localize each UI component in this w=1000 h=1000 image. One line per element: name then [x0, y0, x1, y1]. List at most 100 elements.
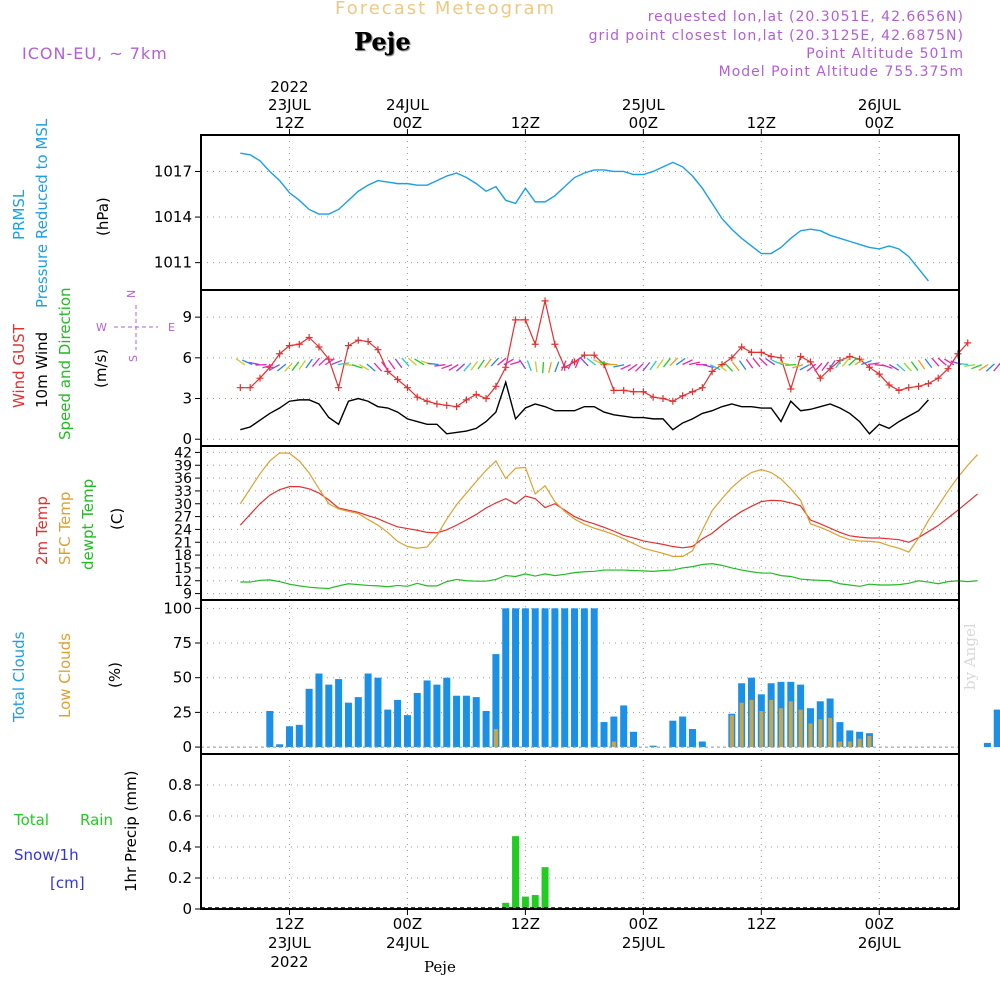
top-date-label: 24JUL — [386, 96, 429, 114]
wind-direction-arrow — [702, 364, 714, 369]
wind-direction-arrow — [924, 358, 933, 368]
y-tick-label: 0.6 — [168, 807, 192, 825]
low-clouds-bar — [837, 741, 842, 748]
wind-gust-point — [551, 340, 559, 348]
wind-direction-arrow — [298, 360, 306, 370]
total-clouds-bar — [276, 744, 284, 748]
clouds-unit-label: (%) — [106, 662, 124, 688]
wind-direction-arrow — [758, 357, 768, 366]
wind-gust-point — [787, 385, 795, 393]
top-date-label: 25JUL — [622, 96, 665, 114]
total-clouds-bar — [521, 608, 529, 748]
temp-dewpt-label: dewpt Temp — [79, 479, 97, 570]
total-clouds-bar — [325, 684, 333, 748]
y-tick-label: 50 — [173, 669, 192, 687]
wind-gust-point — [954, 350, 962, 358]
low-clouds-bar — [493, 729, 498, 748]
wind-gust-point — [590, 351, 598, 359]
wind-direction-arrow — [642, 361, 651, 372]
precip-unit-label: 1hr Precip (mm) — [122, 771, 140, 892]
low-clouds-bar — [828, 717, 833, 748]
wind-direction-arrow — [414, 358, 425, 366]
total-clouds-bar — [295, 724, 303, 748]
total-clouds-bar — [600, 722, 608, 748]
y-tick-label: 0.4 — [168, 838, 192, 856]
total-clouds-bar — [610, 716, 618, 748]
wind-direction-arrow — [262, 364, 274, 369]
total-clouds-bar — [590, 608, 598, 748]
y-tick-label: 100 — [163, 599, 192, 617]
wind-direction-arrow — [663, 357, 671, 368]
y-tick-label: 12 — [174, 574, 192, 590]
wind-direction-arrow — [903, 362, 912, 372]
location-title: Peje — [354, 27, 411, 56]
wind-direction-arrow — [427, 362, 439, 366]
wind-gust-point — [403, 384, 411, 392]
wind-speed-line — [240, 379, 929, 435]
compass-e: E — [168, 321, 175, 334]
wind-direction-arrow — [682, 359, 693, 366]
bottom-axis-label: 12Z — [747, 915, 776, 933]
bottom-axis-label: 23JUL — [268, 934, 311, 952]
y-tick-label: 27 — [174, 510, 192, 526]
wind-direction-arrow — [649, 360, 657, 371]
wind-direction-arrow — [828, 359, 836, 370]
wind-gust-point — [541, 297, 549, 305]
total-clouds-label: Total Clouds — [10, 631, 28, 723]
wind-gust-point — [905, 384, 913, 392]
wind-gust-point — [885, 381, 893, 389]
wind-gust-point — [423, 397, 431, 405]
wind-gust-line — [240, 300, 969, 408]
total-clouds-bar — [285, 726, 293, 748]
low-clouds-bar — [739, 702, 744, 748]
wind-direction-arrow — [359, 364, 370, 371]
wind-gust-point — [806, 358, 814, 366]
y-tick-label: 15 — [174, 561, 192, 577]
total-clouds-bar — [502, 608, 510, 748]
wind-direction-arrow — [978, 363, 989, 371]
total-clouds-bar — [561, 608, 569, 748]
wind-direction-arrow — [235, 357, 246, 366]
wind-direction-arrow — [463, 362, 472, 372]
temp-unit-label: (C) — [108, 508, 126, 530]
temp-sfc-label: SFC Temp — [56, 492, 74, 565]
total-clouds-bar — [482, 710, 490, 748]
wind-direction-arrow — [752, 357, 761, 368]
low-clouds-bar — [788, 701, 793, 748]
wind-gust-point — [433, 400, 441, 408]
wind-direction-arrow — [331, 359, 343, 366]
wind-direction-arrow — [241, 359, 253, 366]
wind-gust-point — [698, 384, 706, 392]
model-label: ICON-EU, ~ 7km — [22, 44, 168, 63]
wind-direction-arrow — [470, 361, 479, 371]
wind-direction-arrow — [854, 358, 865, 366]
total-clouds-bar — [698, 741, 706, 748]
wind-direction-arrow — [656, 359, 664, 369]
wind-direction-arrow — [388, 359, 396, 370]
wind-direction-arrow — [441, 364, 453, 370]
wind-gust-point — [777, 354, 785, 362]
wind-direction-arrow — [560, 360, 567, 371]
top-hour-label: 00Z — [629, 114, 658, 132]
total-clouds-bar — [492, 654, 500, 748]
wind-direction-arrow — [510, 360, 522, 366]
wind-direction-arrow — [351, 364, 363, 369]
model-point-altitude: Model Point Altitude 755.375m — [718, 64, 964, 80]
temp-sfc-line — [239, 452, 979, 557]
total-clouds-bar — [403, 715, 411, 748]
wind-gust-point — [492, 382, 500, 390]
y-tick-label: 75 — [173, 634, 192, 652]
compass-s: S — [127, 355, 140, 362]
wind-gust-point — [374, 346, 382, 354]
y-tick-label: 9 — [182, 308, 192, 326]
wind-gust-point — [502, 363, 510, 371]
wind-gust-point — [630, 388, 638, 396]
total-clouds-bar — [453, 695, 461, 748]
bottom-axis-label: 00Z — [629, 915, 658, 933]
total-clouds-bar — [580, 608, 588, 748]
wind-direction-arrow — [771, 359, 783, 366]
wind-direction-arrow — [448, 363, 459, 371]
wind-gust-point — [236, 384, 244, 392]
wind-direction-arrow — [490, 357, 500, 367]
wind-direction-arrow — [785, 364, 797, 366]
